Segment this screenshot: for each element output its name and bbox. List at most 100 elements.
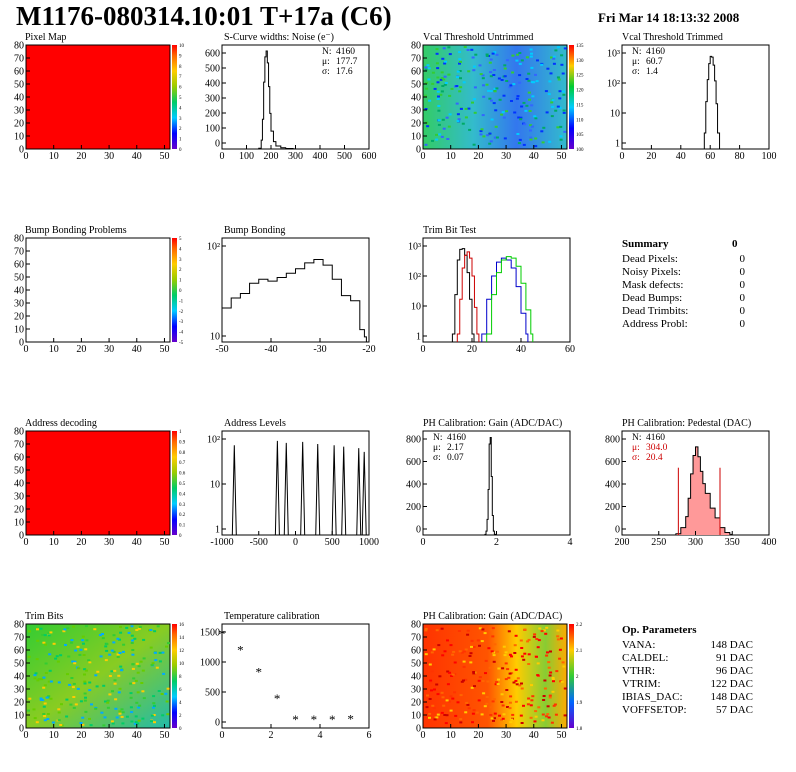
pixel-cell (83, 692, 87, 695)
pixel-cell (541, 141, 545, 144)
y-tick-label: 10³ (607, 49, 620, 60)
pixel-cell (525, 56, 529, 59)
pixel-cell (428, 99, 432, 102)
pixel-cell (133, 722, 137, 725)
pixel-cell (437, 123, 441, 126)
pixel-cell (492, 719, 495, 722)
pixel-cell (64, 644, 67, 646)
pixel-cell (440, 90, 444, 93)
pixel-cell (503, 64, 507, 67)
pixel-cell (551, 676, 555, 679)
panel-title: Bump Bonding (224, 225, 285, 236)
pixel-cell (441, 696, 445, 699)
pixel-cell (72, 706, 76, 709)
palette-tick-label: 2 (179, 714, 182, 719)
pixel-cell (487, 647, 491, 650)
pixel-cell (42, 676, 46, 679)
y-tick-label: 10 (210, 480, 220, 491)
pixel-cell (436, 98, 440, 100)
y-tick-label: 30 (14, 299, 24, 310)
pixel-cell (523, 628, 527, 631)
pixel-cell (95, 685, 99, 688)
x-tick-label: 0 (24, 730, 29, 741)
pixel-cell (547, 716, 551, 719)
pixel-cell (105, 649, 109, 652)
pixel-cell (515, 683, 519, 686)
pixel-cell (536, 59, 539, 62)
pixel-cell (562, 90, 565, 93)
y-tick-label: 60 (14, 453, 24, 464)
pixel-cell (135, 629, 139, 631)
y-tick-label: 70 (411, 633, 421, 644)
x-tick-label: 50 (159, 344, 169, 355)
pixel-cell (444, 82, 448, 84)
pixel-cell (474, 53, 478, 56)
pixel-cell (437, 95, 440, 98)
x-tick-label: 50 (556, 151, 566, 162)
pixel-cell (492, 651, 495, 654)
palette-tick-label: 7 (179, 75, 182, 80)
pixel-cell (464, 678, 468, 681)
pixel-cell (104, 700, 107, 703)
map-area (422, 623, 568, 729)
pixel-cell (78, 653, 82, 656)
pixel-cell (555, 670, 559, 673)
pixel-cell (472, 646, 476, 648)
pixel-cell (112, 650, 116, 653)
pixel-cell (558, 90, 562, 93)
pixel-cell (526, 640, 530, 643)
pixel-cell (430, 689, 433, 692)
pixel-cell (490, 99, 493, 102)
pixel-cell (503, 67, 507, 70)
pixel-cell (493, 51, 497, 54)
panel-title: PH Calibration: Gain (ADC/DAC) (423, 611, 562, 622)
pixel-cell (451, 673, 455, 676)
pixel-cell (518, 52, 522, 54)
pixel-cell (518, 684, 522, 687)
pixel-cell (478, 627, 482, 630)
pixel-cell (435, 629, 439, 632)
palette-tick-label: 110 (576, 118, 584, 123)
pixel-cell (424, 66, 428, 69)
pixel-cell (481, 74, 485, 77)
pixel-cell (436, 81, 440, 84)
pixel-cell (535, 655, 538, 658)
pixel-cell (561, 72, 565, 75)
pixel-cell (459, 694, 463, 697)
x-tick-label: 40 (676, 151, 686, 162)
pixel-cell (449, 695, 453, 698)
pixel-cell (426, 125, 430, 128)
y-tick-label: 200 (406, 502, 421, 513)
pixel-cell (477, 679, 481, 682)
pixel-cell (442, 47, 446, 50)
y-tick-label: 600 (605, 457, 620, 468)
pixel-cell (550, 115, 554, 118)
pixel-cell (142, 638, 146, 641)
pixel-cell (69, 703, 73, 706)
pixel-cell (447, 73, 451, 76)
pixel-cell (550, 721, 554, 724)
pixel-cell (43, 715, 47, 718)
panel-temperature: Temperature calibration * * * * * * * * 0 500 100… (200, 611, 372, 741)
x-tick-label: 20 (76, 537, 86, 548)
pixel-cell (472, 69, 476, 72)
pixel-cell (82, 654, 86, 656)
y-tick-label: 60 (411, 67, 421, 78)
y-tick-label: 30 (14, 106, 24, 117)
pixel-cell (510, 100, 513, 102)
pixel-cell (472, 671, 476, 673)
pixel-cell (94, 707, 98, 710)
pixel-cell (500, 693, 504, 696)
pixel-cell (534, 73, 537, 76)
pixel-cell (79, 648, 83, 651)
pixel-cell (436, 76, 440, 79)
pixel-cell (554, 49, 558, 52)
pixel-cell (552, 57, 556, 60)
pixel-cell (426, 694, 429, 697)
pixel-cell (158, 660, 162, 663)
y-tick-label: 10 (610, 109, 620, 120)
pixel-cell (553, 703, 557, 706)
pixel-cell (141, 669, 145, 672)
pixel-cell (495, 87, 499, 90)
palette-tick-label: 10 (179, 44, 185, 49)
